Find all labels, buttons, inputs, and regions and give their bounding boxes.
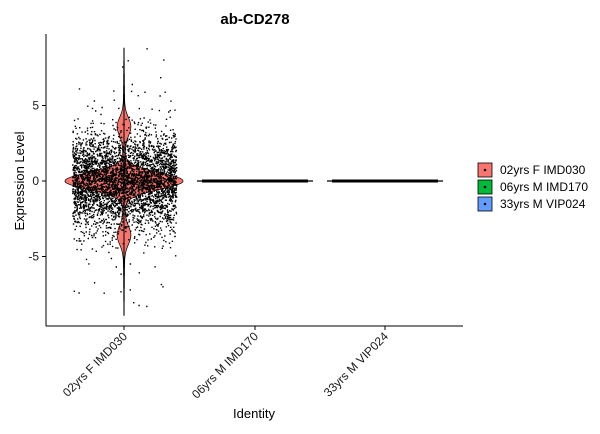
legend: 02yrs F IMD030 06yrs M IMD170 33yrs M VIP0… (477, 162, 588, 212)
legend-label: 02yrs F IMD030 (500, 163, 586, 177)
jitter-points (72, 48, 438, 316)
y-tick-label: -5 (28, 250, 39, 264)
legend-key-dot (483, 185, 487, 189)
legend-label: 33yrs M VIP024 (500, 197, 586, 211)
y-tick-label: 5 (32, 99, 39, 113)
y-tick-label: 0 (32, 174, 39, 188)
x-tick-label: 02yrs F IMD030 (60, 329, 130, 399)
legend-key-dot (483, 202, 487, 206)
x-tick-label: 33yrs M VIP024 (321, 329, 391, 399)
chart-title: ab-CD278 (220, 11, 289, 28)
legend-label: 06yrs M IMD170 (500, 180, 588, 194)
points-zero-band (202, 179, 308, 183)
y-axis-label: Expression Level (12, 131, 27, 230)
x-tick-label: 06yrs M IMD170 (189, 329, 261, 401)
x-ticks: 02yrs F IMD030 06yrs M IMD170 33yrs M VIP0… (60, 326, 391, 401)
points-zero-band (332, 179, 438, 183)
points-02yrs-f-imd030 (72, 48, 178, 308)
y-ticks: -5 0 5 (28, 99, 46, 264)
x-axis-label: Identity (233, 406, 275, 421)
legend-key-dot (483, 168, 487, 172)
